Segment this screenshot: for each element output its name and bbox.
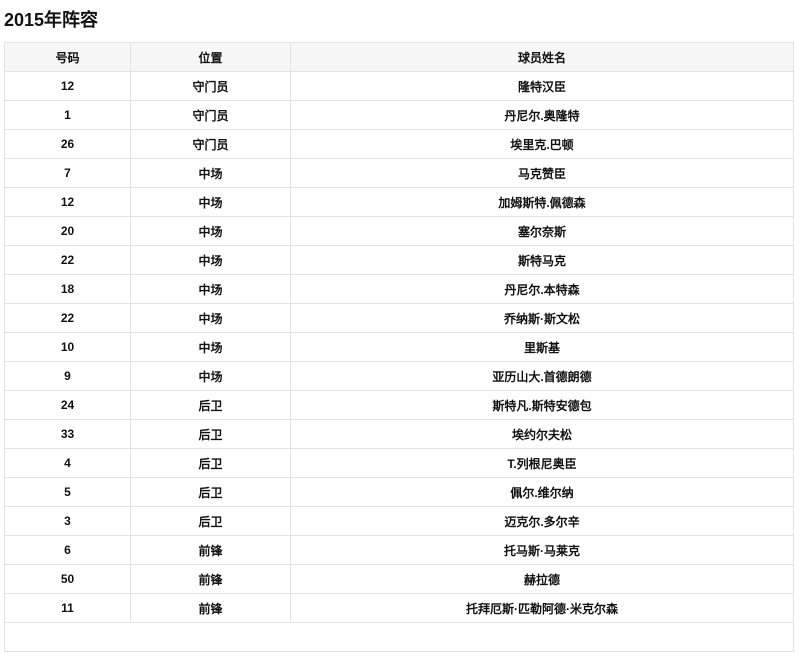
table-row: 9 中场 亚历山大.首德朗德 [4, 361, 794, 391]
table-row: 7 中场 马克赞臣 [4, 158, 794, 188]
table-row: 10 中场 里斯基 [4, 332, 794, 362]
cell-player-name: 佩尔.维尔纳 [290, 477, 794, 507]
page-title: 2015年阵容 [4, 10, 99, 30]
cell-player-name: 丹尼尔.奥隆特 [290, 100, 794, 130]
cell-position: 中场 [130, 158, 291, 188]
cell-number: 11 [4, 593, 131, 623]
cell-position: 守门员 [130, 129, 291, 159]
cell-number: 1 [4, 100, 131, 130]
cell-position: 前锋 [130, 593, 291, 623]
cell-player-name: 乔纳斯·斯文松 [290, 303, 794, 333]
cell-player-name: 塞尔奈斯 [290, 216, 794, 246]
table-header-row: 号码 位置 球员姓名 [4, 42, 794, 72]
cell-player-name: 埃约尔夫松 [290, 419, 794, 449]
empty-cell [4, 622, 794, 652]
table-row: 5 后卫 佩尔.维尔纳 [4, 477, 794, 507]
cell-number: 24 [4, 390, 131, 420]
column-header-player-name: 球员姓名 [290, 42, 794, 72]
table-row: 4 后卫 T.列根尼奥臣 [4, 448, 794, 478]
cell-player-name: 斯特凡.斯特安德包 [290, 390, 794, 420]
cell-number: 22 [4, 303, 131, 333]
cell-player-name: 埃里克.巴顿 [290, 129, 794, 159]
cell-number: 33 [4, 419, 131, 449]
cell-number: 12 [4, 71, 131, 101]
table-row: 6 前锋 托马斯·马莱克 [4, 535, 794, 565]
cell-player-name: 迈克尔.多尔辛 [290, 506, 794, 536]
cell-player-name: 托拜厄斯·匹勒阿德·米克尔森 [290, 593, 794, 623]
table-row: 22 中场 斯特马克 [4, 245, 794, 275]
table-row: 33 后卫 埃约尔夫松 [4, 419, 794, 449]
table-row: 12 中场 加姆斯特.佩德森 [4, 187, 794, 217]
cell-position: 中场 [130, 245, 291, 275]
cell-position: 中场 [130, 274, 291, 304]
cell-player-name: 丹尼尔.本特森 [290, 274, 794, 304]
cell-player-name: 里斯基 [290, 332, 794, 362]
cell-position: 中场 [130, 303, 291, 333]
cell-player-name: 亚历山大.首德朗德 [290, 361, 794, 391]
table-row: 24 后卫 斯特凡.斯特安德包 [4, 390, 794, 420]
cell-position: 守门员 [130, 100, 291, 130]
cell-position: 后卫 [130, 448, 291, 478]
table-row: 20 中场 塞尔奈斯 [4, 216, 794, 246]
empty-row [4, 622, 794, 652]
table-body: 12 守门员 隆特汉臣 1 守门员 丹尼尔.奥隆特 26 守门员 埃里克.巴顿 7 中场 马克赞臣 12… [4, 71, 794, 652]
column-header-position: 位置 [130, 42, 291, 72]
roster-table: 号码 位置 球员姓名 12 守门员 隆特汉臣 1 守门员 丹尼尔.奥隆特 26 守门员 埃里克.… [4, 42, 794, 652]
cell-position: 前锋 [130, 564, 291, 594]
cell-number: 6 [4, 535, 131, 565]
cell-number: 10 [4, 332, 131, 362]
table-row: 11 前锋 托拜厄斯·匹勒阿德·米克尔森 [4, 593, 794, 623]
cell-number: 26 [4, 129, 131, 159]
table-row: 50 前锋 赫拉德 [4, 564, 794, 594]
cell-number: 5 [4, 477, 131, 507]
cell-position: 守门员 [130, 71, 291, 101]
cell-position: 中场 [130, 187, 291, 217]
table-row: 18 中场 丹尼尔.本特森 [4, 274, 794, 304]
table-row: 22 中场 乔纳斯·斯文松 [4, 303, 794, 333]
table-row: 26 守门员 埃里克.巴顿 [4, 129, 794, 159]
cell-position: 后卫 [130, 506, 291, 536]
cell-number: 3 [4, 506, 131, 536]
cell-player-name: T.列根尼奥臣 [290, 448, 794, 478]
cell-player-name: 斯特马克 [290, 245, 794, 275]
cell-player-name: 赫拉德 [290, 564, 794, 594]
cell-position: 中场 [130, 361, 291, 391]
cell-number: 22 [4, 245, 131, 275]
column-header-number: 号码 [4, 42, 131, 72]
cell-position: 后卫 [130, 477, 291, 507]
cell-number: 7 [4, 158, 131, 188]
cell-position: 前锋 [130, 535, 291, 565]
table-row: 12 守门员 隆特汉臣 [4, 71, 794, 101]
cell-number: 9 [4, 361, 131, 391]
cell-number: 12 [4, 187, 131, 217]
cell-position: 后卫 [130, 390, 291, 420]
table-row: 3 后卫 迈克尔.多尔辛 [4, 506, 794, 536]
cell-number: 4 [4, 448, 131, 478]
cell-player-name: 隆特汉臣 [290, 71, 794, 101]
cell-player-name: 加姆斯特.佩德森 [290, 187, 794, 217]
cell-position: 后卫 [130, 419, 291, 449]
table-row: 1 守门员 丹尼尔.奥隆特 [4, 100, 794, 130]
cell-position: 中场 [130, 332, 291, 362]
cell-player-name: 马克赞臣 [290, 158, 794, 188]
cell-number: 18 [4, 274, 131, 304]
cell-number: 50 [4, 564, 131, 594]
cell-player-name: 托马斯·马莱克 [290, 535, 794, 565]
cell-position: 中场 [130, 216, 291, 246]
cell-number: 20 [4, 216, 131, 246]
